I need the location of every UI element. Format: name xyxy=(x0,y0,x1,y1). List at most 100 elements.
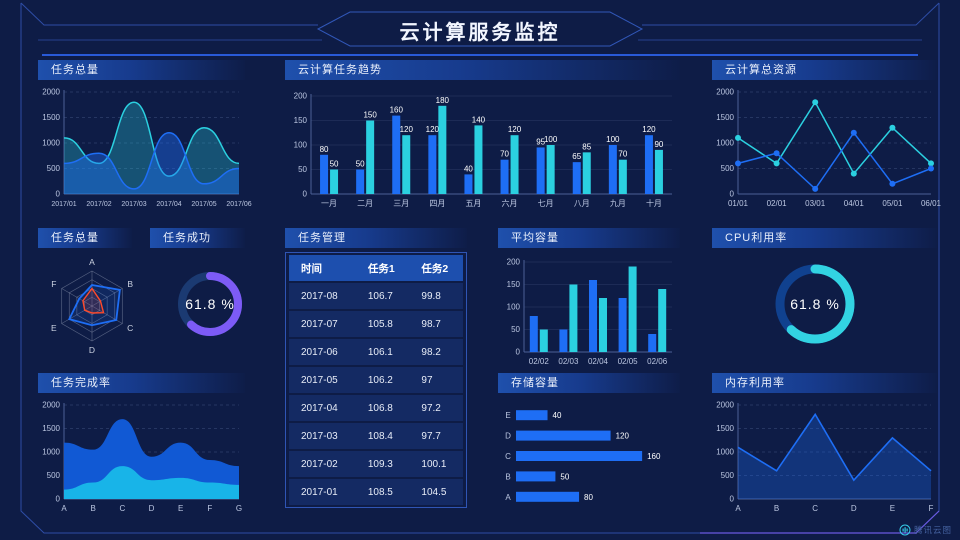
svg-text:2000: 2000 xyxy=(716,401,734,410)
svg-text:2000: 2000 xyxy=(716,88,734,97)
svg-text:G: G xyxy=(236,504,242,513)
svg-text:0: 0 xyxy=(730,495,735,504)
panel-title-task-table: 任务管理 xyxy=(285,228,467,248)
table-row: 2017-05 106.2 97 xyxy=(289,367,463,393)
svg-text:A: A xyxy=(89,257,95,267)
brand-logo: 腾讯云图 xyxy=(899,524,952,536)
svg-text:150: 150 xyxy=(363,111,377,120)
svg-text:一月: 一月 xyxy=(321,199,337,208)
svg-text:1000: 1000 xyxy=(716,139,734,148)
svg-text:120: 120 xyxy=(400,125,414,134)
svg-text:B: B xyxy=(90,504,95,513)
svg-text:D: D xyxy=(505,432,511,441)
svg-text:七月: 七月 xyxy=(538,199,554,208)
table-cell: 2017-02 xyxy=(289,451,356,477)
svg-text:D: D xyxy=(149,504,155,513)
svg-text:十月: 十月 xyxy=(646,198,662,208)
svg-text:150: 150 xyxy=(507,280,521,289)
panel-title-task-total-line: 任务总量 xyxy=(38,60,245,80)
panel-title-text: 云计算任务趋势 xyxy=(298,64,382,76)
table-cell: 104.5 xyxy=(409,479,463,505)
table-cell: 100.1 xyxy=(409,451,463,477)
panel-title-text: 任务成功 xyxy=(163,232,211,244)
svg-text:61.8 %: 61.8 % xyxy=(185,296,235,312)
svg-text:B: B xyxy=(505,472,510,481)
svg-text:1500: 1500 xyxy=(716,424,734,433)
svg-text:2000: 2000 xyxy=(42,88,60,97)
svg-text:二月: 二月 xyxy=(357,199,373,208)
brand-logo-icon xyxy=(899,524,911,536)
panel-title-task-completion: 任务完成率 xyxy=(38,373,245,393)
svg-text:50: 50 xyxy=(560,472,569,481)
svg-text:65: 65 xyxy=(572,152,581,161)
svg-text:50: 50 xyxy=(511,325,520,334)
svg-text:五月: 五月 xyxy=(465,199,481,208)
table-cell: 2017-08 xyxy=(289,283,356,309)
svg-text:500: 500 xyxy=(721,471,735,480)
svg-text:500: 500 xyxy=(47,471,61,480)
svg-text:六月: 六月 xyxy=(502,198,518,208)
panel-title-text: 存储容量 xyxy=(511,377,559,389)
svg-text:01/01: 01/01 xyxy=(728,199,749,208)
panel-title-text: 云计算总资源 xyxy=(725,64,797,76)
svg-text:1000: 1000 xyxy=(716,448,734,457)
task-completion-area-chart: 0 500 1000 1500 2000 A B C D E F G xyxy=(42,401,242,514)
svg-text:40: 40 xyxy=(464,164,473,173)
svg-text:三月: 三月 xyxy=(393,199,409,208)
svg-text:C: C xyxy=(119,504,125,513)
svg-text:A: A xyxy=(505,493,511,502)
svg-text:50: 50 xyxy=(356,160,365,169)
svg-text:90: 90 xyxy=(654,140,663,149)
svg-text:0: 0 xyxy=(516,348,521,357)
svg-text:02/03: 02/03 xyxy=(558,357,579,366)
svg-text:E: E xyxy=(51,323,57,333)
svg-text:02/02: 02/02 xyxy=(529,357,550,366)
svg-text:500: 500 xyxy=(47,164,61,173)
panel-title-text: 任务完成率 xyxy=(51,377,111,389)
svg-text:04/01: 04/01 xyxy=(844,199,865,208)
table-cell: 2017-03 xyxy=(289,423,356,449)
task-total-radar-chart: A B C D E F xyxy=(51,257,133,355)
table-cell: 98.7 xyxy=(409,311,463,337)
svg-text:2017/03: 2017/03 xyxy=(121,201,146,208)
svg-text:2000: 2000 xyxy=(42,401,60,410)
svg-text:50: 50 xyxy=(298,165,307,174)
svg-text:150: 150 xyxy=(294,116,308,125)
table-row: 2017-02 109.3 100.1 xyxy=(289,451,463,477)
svg-text:C: C xyxy=(127,323,133,333)
table-cell: 99.8 xyxy=(409,283,463,309)
table-cell: 97.2 xyxy=(409,395,463,421)
svg-text:100: 100 xyxy=(507,303,521,312)
svg-text:02/06: 02/06 xyxy=(647,357,668,366)
svg-text:95: 95 xyxy=(536,137,545,146)
svg-text:120: 120 xyxy=(642,125,656,134)
table-row: 2017-01 108.5 104.5 xyxy=(289,479,463,505)
svg-text:F: F xyxy=(51,279,56,289)
svg-text:2017/06: 2017/06 xyxy=(226,201,251,208)
table-row: 2017-03 108.4 97.7 xyxy=(289,423,463,449)
svg-text:40: 40 xyxy=(553,411,562,420)
svg-text:八月: 八月 xyxy=(574,199,590,208)
svg-text:0: 0 xyxy=(56,495,61,504)
panel-title-text: 内存利用率 xyxy=(725,377,785,389)
svg-text:70: 70 xyxy=(500,150,509,159)
task-total-area-chart: 0 500 1000 1500 2000 2017/01 2017/02 2017/03 201… xyxy=(42,88,252,209)
svg-text:100: 100 xyxy=(294,141,308,150)
task-success-donut: 61.8 % xyxy=(178,272,242,336)
table-cell: 97 xyxy=(409,367,463,393)
table-cell: 2017-06 xyxy=(289,339,356,365)
table-cell: 97.7 xyxy=(409,423,463,449)
svg-text:100: 100 xyxy=(606,135,620,144)
svg-text:02/01: 02/01 xyxy=(767,199,788,208)
svg-text:200: 200 xyxy=(507,258,521,267)
svg-text:2017/04: 2017/04 xyxy=(156,201,181,208)
brand-logo-text: 腾讯云图 xyxy=(913,525,952,535)
table-row: 2017-06 106.1 98.2 xyxy=(289,339,463,365)
memory-usage-line-chart: 0 500 1000 1500 2000 A B C D E F xyxy=(716,401,933,514)
svg-text:1000: 1000 xyxy=(42,448,60,457)
panel-title-text: 任务管理 xyxy=(298,232,346,244)
task-table: 时间 任务1 任务2 2017-08 106.7 99.8 2017-07 105.8 98.7… xyxy=(289,253,463,507)
panel-title-task-trend: 云计算任务趋势 xyxy=(285,60,680,80)
panel-title-text: 任务总量 xyxy=(51,232,99,244)
